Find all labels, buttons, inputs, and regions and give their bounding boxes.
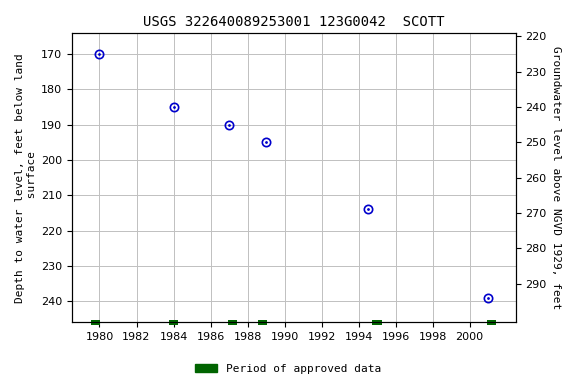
- Bar: [487, 320, 497, 325]
- Bar: [169, 320, 178, 325]
- Bar: [257, 320, 267, 325]
- Bar: [91, 320, 100, 325]
- Y-axis label: Depth to water level, feet below land
 surface: Depth to water level, feet below land su…: [15, 53, 37, 303]
- Y-axis label: Groundwater level above NGVD 1929, feet: Groundwater level above NGVD 1929, feet: [551, 46, 561, 309]
- Bar: [373, 320, 382, 325]
- Legend: Period of approved data: Period of approved data: [191, 359, 385, 379]
- Bar: [228, 320, 237, 325]
- Title: USGS 322640089253001 123G0042  SCOTT: USGS 322640089253001 123G0042 SCOTT: [143, 15, 445, 29]
